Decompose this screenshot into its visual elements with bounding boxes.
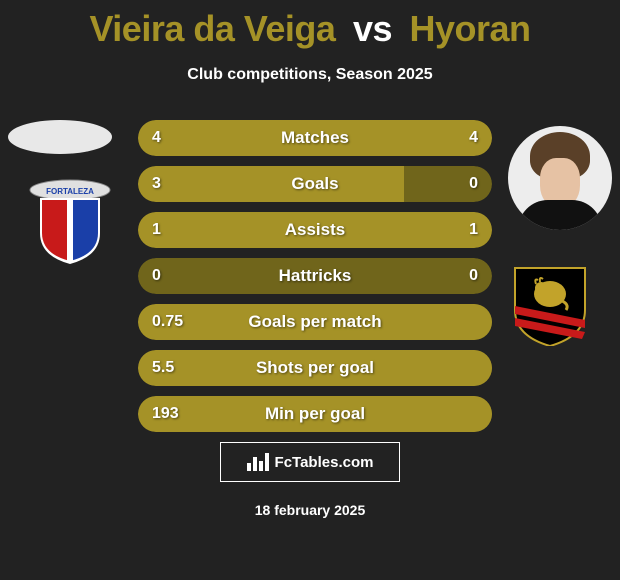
stat-label: Goals — [138, 166, 492, 202]
stat-label: Shots per goal — [138, 350, 492, 386]
stat-row: 00Hattricks — [138, 258, 492, 294]
comparison-title: Vieira da Veiga vs Hyoran — [0, 0, 620, 50]
stat-row: 193Min per goal — [138, 396, 492, 432]
stat-label: Hattricks — [138, 258, 492, 294]
stat-label: Min per goal — [138, 396, 492, 432]
stat-row: 44Matches — [138, 120, 492, 156]
stat-row: 30Goals — [138, 166, 492, 202]
player1-name: Vieira da Veiga — [89, 8, 335, 49]
player1-club-badge: FORTALEZA — [20, 178, 120, 264]
footer-brand-text: FcTables.com — [275, 454, 374, 471]
stat-row: 5.5Shots per goal — [138, 350, 492, 386]
player2-avatar — [508, 126, 612, 230]
footer-brand-badge: FcTables.com — [220, 442, 400, 482]
stat-label: Goals per match — [138, 304, 492, 340]
player2-name: Hyoran — [410, 8, 531, 49]
player2-club-badge — [500, 260, 600, 346]
vs-separator: vs — [353, 8, 392, 49]
stat-row: 0.75Goals per match — [138, 304, 492, 340]
stat-label: Matches — [138, 120, 492, 156]
stat-label: Assists — [138, 212, 492, 248]
footer-date: 18 february 2025 — [0, 502, 620, 518]
stat-row: 11Assists — [138, 212, 492, 248]
avatar-shirt — [518, 200, 602, 230]
subtitle: Club competitions, Season 2025 — [0, 66, 620, 84]
player1-avatar — [8, 120, 112, 154]
badge-left-label: FORTALEZA — [46, 187, 94, 196]
chart-icon — [247, 453, 269, 471]
stats-container: 44Matches 30Goals 11Assists 00Hattricks 0.75… — [138, 120, 492, 442]
